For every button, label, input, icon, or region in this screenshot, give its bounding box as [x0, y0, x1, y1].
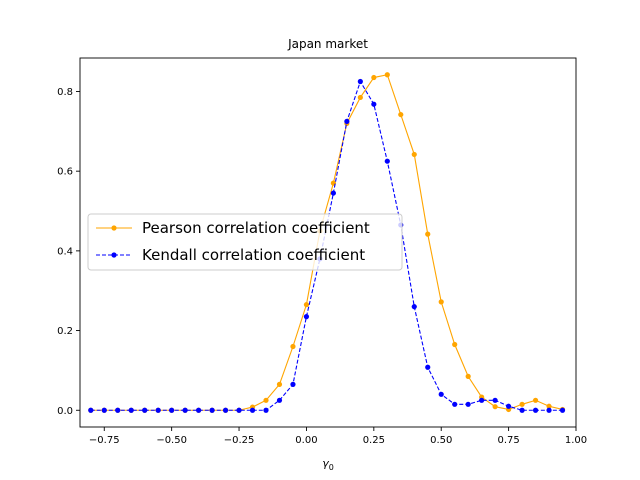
data-point-s0-24 — [411, 151, 417, 158]
data-point-s0-16 — [303, 302, 310, 308]
legend-label-0: Pearson correlation coefficient — [142, 219, 370, 237]
data-point-s1-7 — [182, 407, 188, 413]
data-point-s1-15 — [290, 381, 296, 387]
data-point-s1-30 — [492, 397, 498, 403]
y-tick-label-2: 0.4 — [57, 246, 73, 257]
data-point-s1-12 — [249, 407, 256, 413]
data-point-s1-24 — [411, 304, 417, 310]
data-point-s1-27 — [452, 401, 458, 407]
x-tick-label-0: −0.75 — [89, 435, 120, 446]
data-point-s1-3 — [128, 407, 134, 413]
data-point-s1-22 — [384, 158, 390, 164]
axes: −0.75 −0.50 −0.25 0.00 0.25 0.50 0.75 1.00 0.0 0.… — [57, 57, 587, 446]
data-point-s1-18 — [330, 190, 336, 196]
data-point-s0-26 — [438, 299, 444, 305]
data-point-s1-4 — [142, 407, 148, 413]
data-point-s0-25 — [425, 231, 431, 237]
legend-marker-0 — [111, 225, 117, 231]
data-point-s1-28 — [465, 401, 471, 407]
data-point-s1-10 — [222, 407, 229, 413]
data-point-s1-29 — [479, 397, 485, 403]
x-axis-label-main: γ — [322, 457, 329, 470]
x-tick-label-5: 0.50 — [430, 435, 452, 446]
x-tick-label-1: −0.50 — [156, 435, 187, 446]
data-point-s1-8 — [196, 407, 202, 413]
axes-frame — [79, 57, 577, 428]
data-point-s1-31 — [506, 403, 512, 409]
x-axis-label-subscript: 0 — [329, 463, 334, 472]
data-point-s1-20 — [357, 78, 363, 85]
data-point-s1-35 — [559, 407, 566, 413]
y-tick-label-1: 0.2 — [57, 326, 73, 337]
data-point-s0-21 — [371, 74, 377, 81]
data-point-s1-5 — [155, 407, 161, 413]
data-point-s1-34 — [546, 407, 552, 413]
data-point-s1-26 — [438, 391, 444, 397]
data-point-s0-34 — [546, 403, 552, 409]
data-point-s0-20 — [357, 94, 363, 101]
x-tick-label-4: 0.25 — [363, 435, 385, 446]
data-point-s1-32 — [519, 407, 525, 413]
data-point-s1-9 — [209, 407, 215, 413]
data-point-s0-14 — [276, 381, 283, 387]
data-point-s1-25 — [425, 364, 431, 370]
data-point-s1-19 — [344, 118, 350, 124]
data-point-s0-13 — [263, 397, 269, 403]
x-tick-label-2: −0.25 — [224, 435, 255, 446]
x-tick-label-6: 0.75 — [497, 435, 519, 446]
data-point-s0-15 — [290, 343, 296, 350]
data-point-s0-23 — [398, 111, 404, 118]
data-point-s1-11 — [236, 407, 242, 413]
data-point-s1-14 — [276, 397, 283, 403]
data-point-s1-2 — [115, 407, 121, 413]
legend-marker-1 — [111, 252, 117, 258]
plot-area — [88, 72, 566, 413]
legend-box — [87, 213, 403, 271]
data-point-s0-22 — [384, 72, 390, 78]
data-point-s0-28 — [465, 373, 471, 379]
x-axis-label: γ0 — [322, 457, 334, 472]
legend-label-1: Kendall correlation coefficient — [142, 246, 365, 264]
legend: Pearson correlation coefficient Kendall c… — [87, 213, 403, 271]
data-point-s1-16 — [303, 314, 310, 320]
data-point-s0-32 — [519, 401, 525, 407]
x-tick-label-7: 1.00 — [565, 435, 587, 446]
data-point-s0-33 — [532, 397, 539, 403]
x-tick-label-3: 0.00 — [295, 435, 317, 446]
data-point-s1-1 — [101, 407, 107, 413]
y-tick-label-0: 0.0 — [57, 406, 73, 417]
data-point-s1-6 — [169, 407, 175, 413]
y-tick-label-4: 0.8 — [57, 87, 73, 98]
y-tick-label-3: 0.6 — [57, 167, 73, 178]
data-point-s1-21 — [371, 101, 377, 107]
chart-title: Japan market — [287, 37, 368, 51]
data-point-s0-27 — [452, 341, 458, 348]
data-point-s1-0 — [88, 407, 94, 413]
data-point-s1-33 — [532, 407, 539, 413]
data-point-s0-30 — [492, 404, 498, 410]
data-point-s1-13 — [263, 407, 269, 413]
